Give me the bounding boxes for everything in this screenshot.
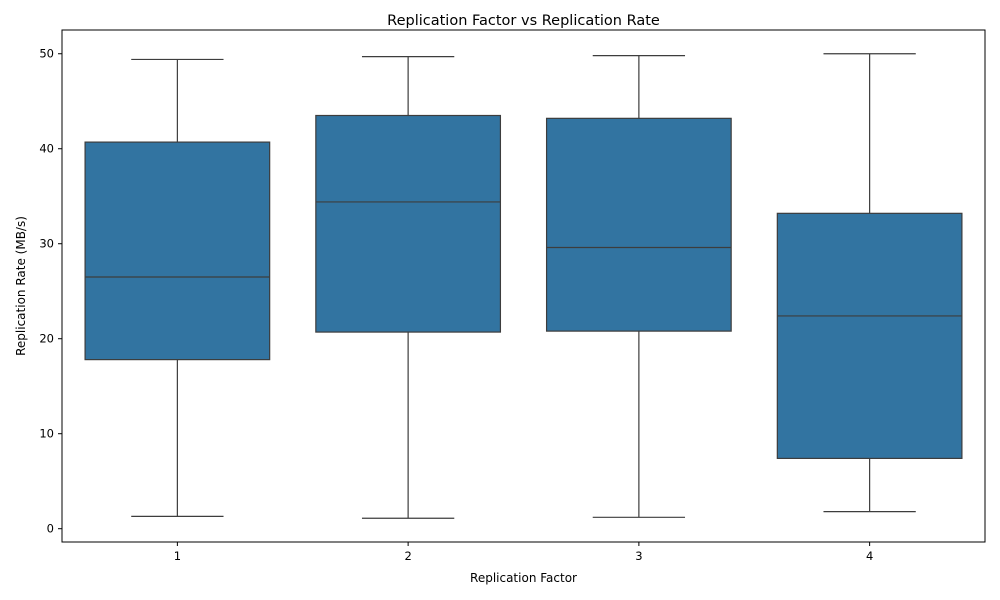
box-3 [545, 55, 732, 518]
y-axis-label: Replication Rate (MB/s) [14, 216, 28, 356]
box-iqr [776, 212, 963, 460]
chart-title: Replication Factor vs Replication Rate [387, 13, 660, 29]
y-tick-label: 20 [39, 332, 54, 346]
y-tick-label: 40 [39, 142, 54, 156]
y-tick-label: 0 [47, 522, 54, 536]
axes-frame [61, 29, 986, 543]
box-4 [776, 53, 963, 513]
x-tick-label: 4 [866, 549, 873, 563]
y-axis: 0 10 20 30 40 50 [39, 47, 62, 536]
box-iqr [545, 117, 732, 332]
x-axis: 1 2 3 4 [174, 542, 873, 563]
box-1 [84, 58, 271, 517]
x-tick-label: 1 [174, 549, 181, 563]
x-axis-label: Replication Factor [470, 571, 577, 585]
y-tick-label: 50 [39, 47, 54, 61]
box-2 [315, 55, 502, 519]
plot-area [84, 53, 963, 519]
x-tick-label: 2 [404, 549, 411, 563]
y-tick-label: 10 [39, 427, 54, 441]
y-tick-label: 30 [39, 237, 54, 251]
box-iqr [84, 141, 271, 361]
x-tick-label: 3 [635, 549, 642, 563]
box-iqr [315, 114, 502, 333]
